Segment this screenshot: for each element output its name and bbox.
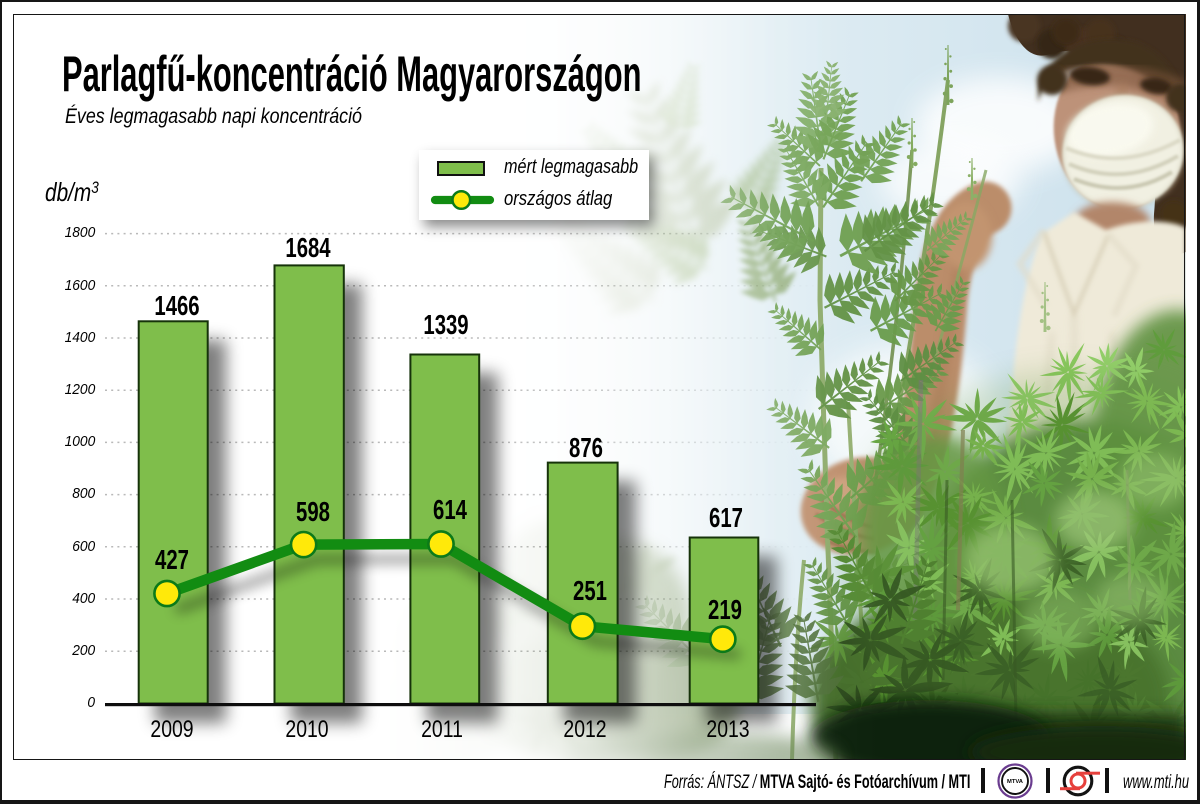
svg-text:MTVA: MTVA — [1007, 779, 1024, 785]
